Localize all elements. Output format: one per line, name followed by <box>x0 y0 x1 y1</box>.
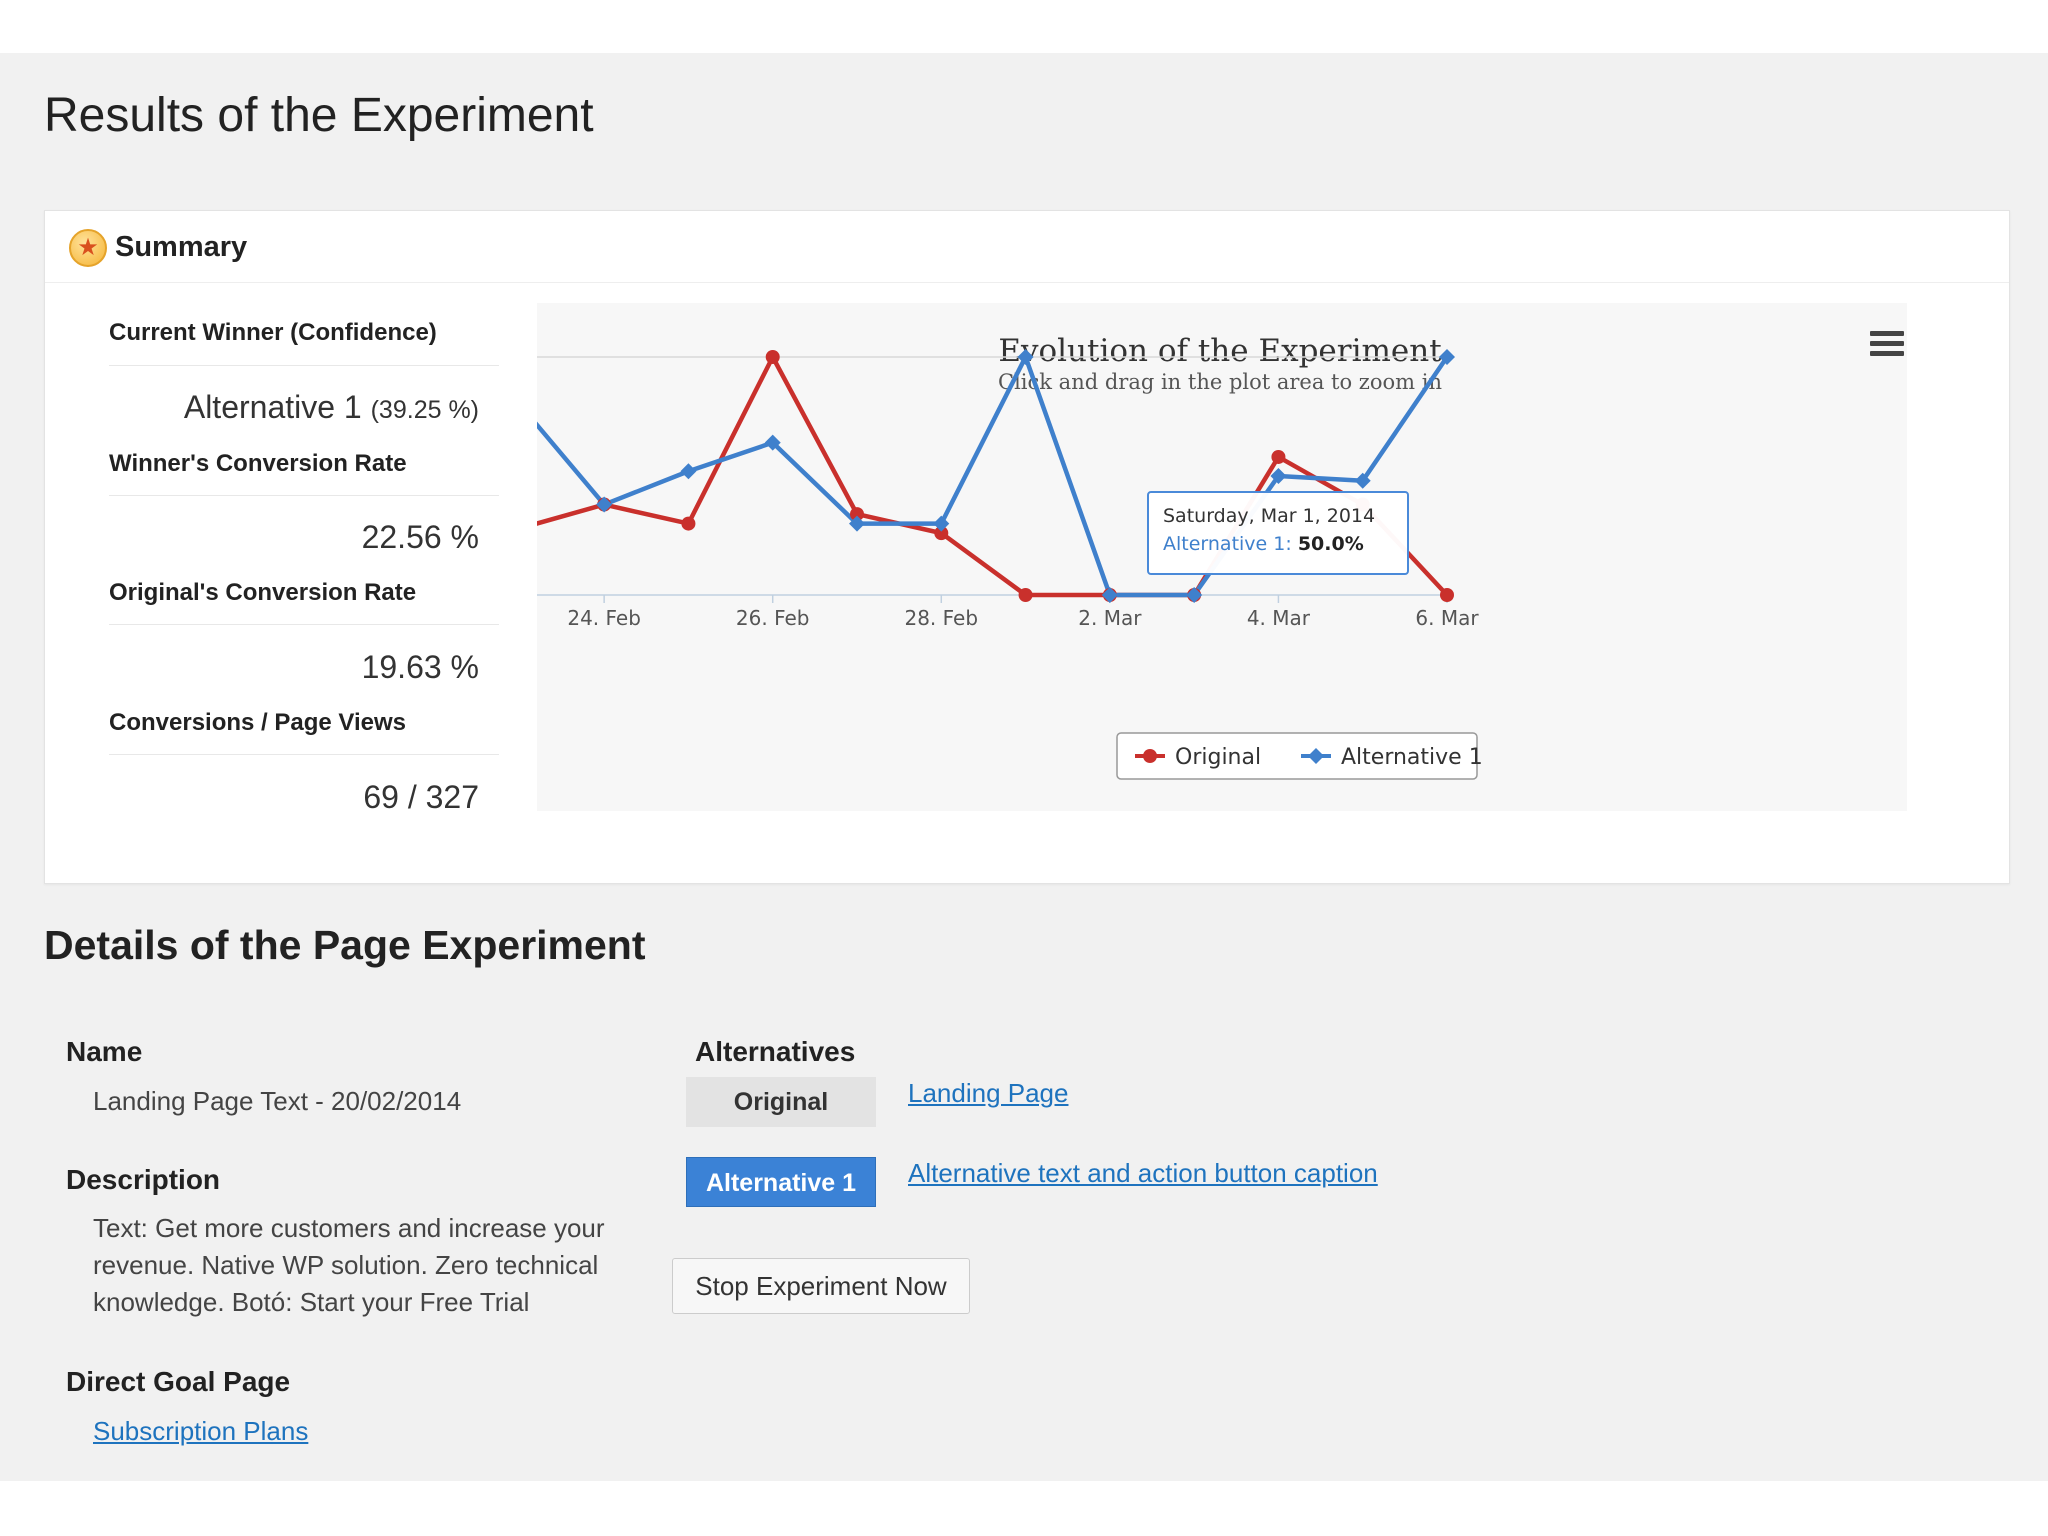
summary-header: ★ Summary <box>45 211 2009 283</box>
current-winner-value: Alternative 1 (39.25 %) <box>184 389 479 426</box>
name-label: Name <box>66 1036 143 1067</box>
current-winner-name: Alternative 1 <box>183 389 362 425</box>
divider <box>109 624 499 625</box>
description-label: Description <box>66 1164 221 1195</box>
data-point-alternative-1 <box>1439 349 1455 365</box>
divider <box>109 365 499 366</box>
x-tick-label: 26. Feb <box>736 606 810 630</box>
data-point-original <box>681 516 696 531</box>
summary-title: Summary <box>115 231 248 263</box>
alternative-1-link[interactable]: Alternative text and action button capti… <box>908 1158 1378 1188</box>
original-badge: Original <box>686 1077 876 1127</box>
description-value: Text: Get more customers and increase yo… <box>93 1213 605 1317</box>
stop-experiment-button[interactable]: Stop Experiment Now <box>672 1258 970 1314</box>
winner-rate-value: 22.56 % <box>361 519 479 555</box>
data-point-original <box>1018 588 1033 602</box>
data-point-original <box>850 507 864 522</box>
divider <box>109 495 499 496</box>
original-link[interactable]: Landing Page <box>908 1078 1069 1108</box>
chart-tooltip: Saturday, Mar 1, 2014 Alternative 1: 50.… <box>1147 491 1409 575</box>
x-tick-label: 2. Mar <box>1078 606 1142 630</box>
goal-label: Direct Goal Page <box>66 1366 291 1397</box>
legend-label: Alternative 1 <box>1341 745 1483 770</box>
alternatives-label: Alternatives <box>695 1036 856 1067</box>
x-tick-label: 4. Mar <box>1247 606 1311 630</box>
tooltip-series: Alternative 1: <box>1163 533 1292 555</box>
conversions-value: 69 / 327 <box>363 779 479 815</box>
x-tick-label: 6. Mar <box>1415 606 1479 630</box>
data-point-alternative-1 <box>849 515 865 532</box>
chart-subtitle: Click and drag in the plot area to zoom … <box>998 370 1442 394</box>
details-title: Details of the Page Experiment <box>44 922 646 968</box>
original-rate-label: Original's Conversion Rate <box>109 579 417 606</box>
page-title: Results of the Experiment <box>44 89 594 142</box>
data-point-alternative-1 <box>1101 587 1118 603</box>
name-value: Landing Page Text - 20/02/2014 <box>93 1086 462 1116</box>
winner-rate-label: Winner's Conversion Rate <box>109 450 407 477</box>
alternative-1-badge: Alternative 1 <box>686 1157 876 1207</box>
x-tick-label: 28. Feb <box>904 606 978 630</box>
current-winner-label: Current Winner (Confidence) <box>109 319 437 346</box>
star-icon: ★ <box>69 229 107 267</box>
data-point-alternative-1 <box>933 515 950 532</box>
data-point-alternative-1 <box>1354 472 1371 489</box>
data-point-original <box>934 526 949 541</box>
conversions-label: Conversions / Page Views <box>109 709 407 736</box>
data-point-original <box>765 350 780 364</box>
data-point-alternative-1 <box>680 463 697 480</box>
data-point-alternative-1 <box>1186 587 1203 603</box>
original-rate-value: 19.63 % <box>361 649 479 685</box>
data-point-original <box>1271 449 1286 464</box>
legend-label: Original <box>1175 745 1261 770</box>
tooltip-value: 50.0% <box>1297 533 1364 555</box>
tooltip-date: Saturday, Mar 1, 2014 <box>1163 505 1376 527</box>
summary-panel: ★ Summary Current Winner (Confidence) Al… <box>44 210 2010 884</box>
chart-title: Evolution of the Experiment <box>998 333 1442 369</box>
data-point-alternative-1 <box>1017 349 1034 365</box>
divider <box>109 754 499 755</box>
legend-marker <box>1143 749 1157 763</box>
x-tick-label: 24. Feb <box>567 606 641 630</box>
hamburger-icon[interactable] <box>1870 331 1904 359</box>
legend-marker <box>1308 748 1324 764</box>
data-point-original <box>1440 588 1454 602</box>
data-point-alternative-1 <box>1270 468 1287 484</box>
current-winner-confidence: (39.25 %) <box>370 396 479 424</box>
data-point-alternative-1 <box>764 434 781 451</box>
data-point-alternative-1 <box>596 496 613 513</box>
legend-box <box>1116 732 1478 780</box>
goal-link[interactable]: Subscription Plans <box>93 1416 309 1446</box>
